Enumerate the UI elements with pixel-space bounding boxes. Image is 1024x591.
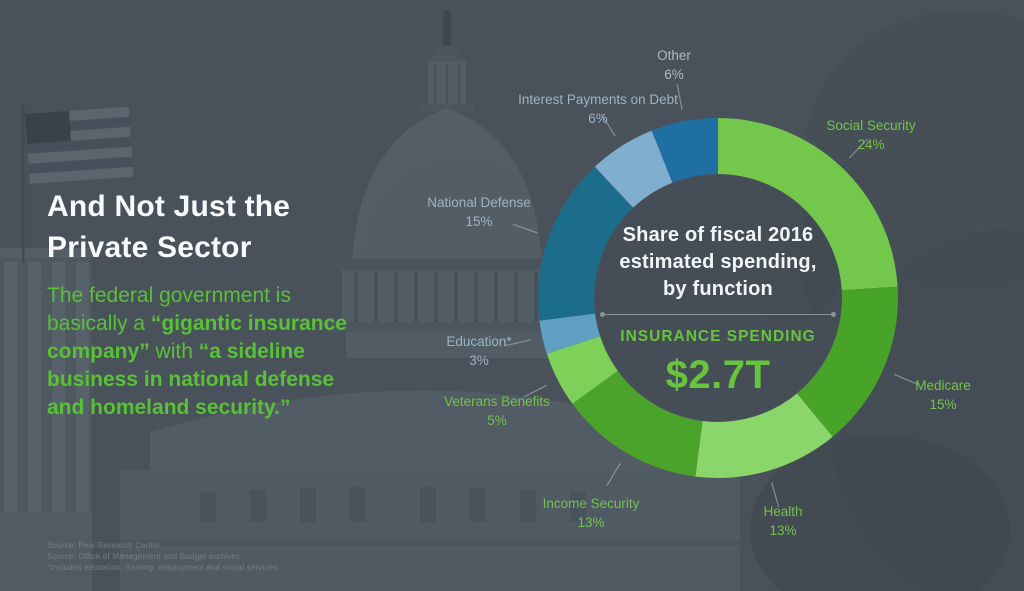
callout-percent: 15% bbox=[465, 214, 493, 229]
chart-title-line: Share of fiscal 2016 bbox=[622, 224, 814, 246]
page-title: And Not Just the Private Sector bbox=[47, 186, 290, 268]
us-flag-icon bbox=[22, 103, 134, 263]
left-colonnade bbox=[0, 248, 92, 591]
chart-title-line: by function bbox=[663, 278, 773, 300]
flag-canton bbox=[25, 110, 71, 144]
source-line: Source: Pew Research Center bbox=[47, 541, 161, 550]
callout-percent: 15% bbox=[929, 397, 957, 412]
callout-label: Veterans Benefits bbox=[444, 394, 550, 409]
insurance-spending-value: $2.7T bbox=[665, 353, 771, 397]
lede-line: business in national defense bbox=[47, 366, 347, 394]
chart-callout-medicare: Medicare 15% bbox=[915, 376, 971, 414]
chart-title: Share of fiscal 2016 estimated spending, b… bbox=[588, 222, 848, 303]
lede-run: The federal government is bbox=[47, 284, 291, 307]
capitol-building-base bbox=[120, 390, 740, 591]
callout-label: Education* bbox=[446, 334, 512, 349]
callout-label: Income Security bbox=[542, 496, 640, 511]
callout-percent: 13% bbox=[769, 523, 797, 538]
lede-paragraph: The federal government is basically a “gi… bbox=[47, 282, 347, 422]
lede-run: with bbox=[149, 340, 199, 363]
chart-callout-interest-payments-on-debt: Interest Payments on Debt 6% bbox=[518, 90, 678, 128]
capitol-dome bbox=[328, 10, 566, 358]
lede-bold-run: business in national defense bbox=[47, 368, 335, 391]
chart-callout-national-defense: National Defense 15% bbox=[427, 193, 531, 231]
callout-label: Medicare bbox=[915, 378, 971, 393]
chart-callout-education: Education* 3% bbox=[446, 332, 511, 370]
page-title-line: And Not Just the bbox=[47, 190, 291, 223]
callout-label: Health bbox=[763, 504, 803, 519]
lede-bold-run: and homeland security.” bbox=[47, 396, 291, 419]
callout-percent: 5% bbox=[487, 413, 507, 428]
lede-line: The federal government is bbox=[47, 282, 347, 310]
source-footnotes: Source: Pew Research Center Source: Offic… bbox=[47, 540, 278, 573]
chart-callout-veterans-benefits: Veterans Benefits 5% bbox=[444, 392, 550, 430]
chart-callout-social-security: Social Security 24% bbox=[826, 116, 915, 154]
callout-percent: 13% bbox=[577, 515, 605, 530]
callout-percent: 24% bbox=[857, 137, 885, 152]
source-line: *Includes education, training, employmen… bbox=[47, 563, 278, 572]
chart-callout-health: Health 13% bbox=[763, 502, 802, 540]
chart-callout-income-security: Income Security 13% bbox=[543, 494, 640, 532]
chart-title-line: estimated spending, bbox=[619, 251, 817, 273]
lede-run: basically a bbox=[47, 312, 151, 335]
lede-line: company” with “a sideline bbox=[47, 338, 347, 366]
callout-percent: 6% bbox=[664, 67, 684, 82]
lede-line: basically a “gigantic insurance bbox=[47, 310, 347, 338]
page-title-line: Private Sector bbox=[47, 231, 252, 264]
lede-bold-run: company” bbox=[47, 340, 150, 363]
lede-line: and homeland security.” bbox=[47, 394, 347, 422]
lede-bold-run: “gigantic insurance bbox=[150, 312, 347, 335]
callout-label: Interest Payments on Debt bbox=[518, 92, 678, 107]
source-line: Source: Office of Management and Budget … bbox=[47, 552, 241, 561]
divider-line bbox=[600, 312, 836, 317]
callout-label: National Defense bbox=[427, 195, 531, 210]
callout-percent: 3% bbox=[469, 353, 489, 368]
insurance-spending-label: INSURANCE SPENDING bbox=[620, 328, 816, 345]
callout-label: Other bbox=[657, 48, 691, 63]
callout-percent: 6% bbox=[588, 111, 608, 126]
callout-label: Social Security bbox=[826, 118, 916, 133]
donut-center-panel: Share of fiscal 2016 estimated spending, b… bbox=[588, 222, 848, 398]
lede-bold-run: “a sideline bbox=[198, 340, 305, 363]
chart-callout-other: Other 6% bbox=[657, 46, 691, 84]
